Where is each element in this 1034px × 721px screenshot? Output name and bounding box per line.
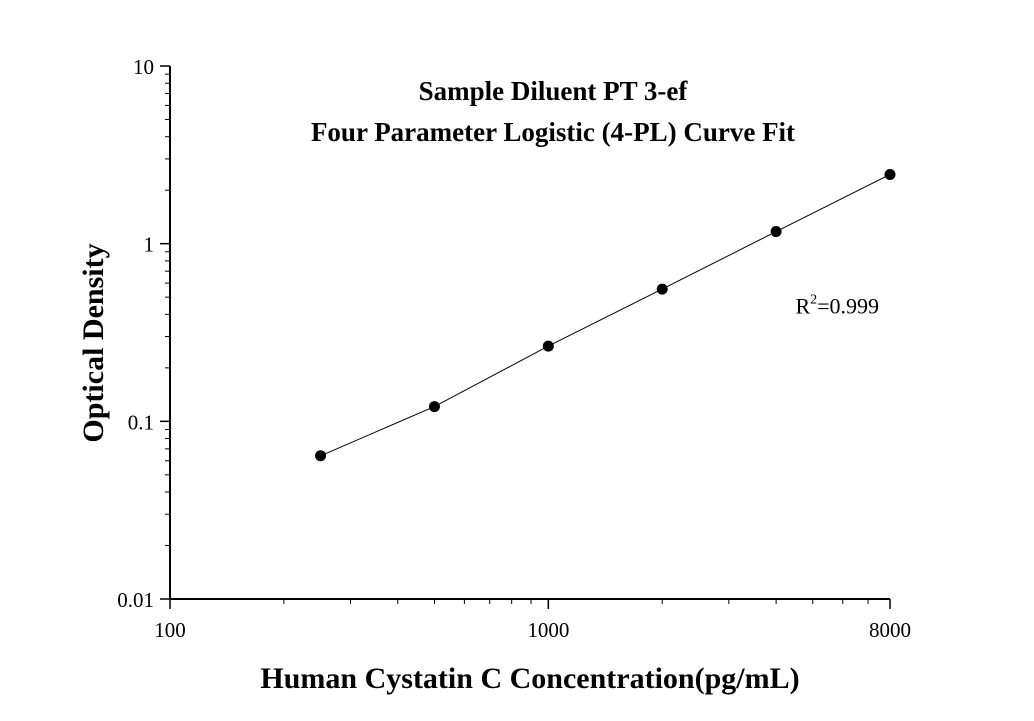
data-point [656,283,668,295]
x-axis-label: Human Cystatin C Concentration(pg/mL) [260,662,799,695]
x-tick-label: 100 [154,618,186,642]
data-point [428,401,440,413]
chart-title: Sample Diluent PT 3-ef [419,76,689,106]
data-point [315,450,327,462]
chart-subtitle: Four Parameter Logistic (4-PL) Curve Fit [311,117,795,147]
x-tick-label: 1000 [527,618,569,642]
fit-curve [320,174,891,457]
data-point [770,226,782,238]
data-point [884,169,896,181]
y-axis-label: Optical Density [77,243,110,442]
data-point [542,340,554,352]
y-tick-label: 10 [133,55,154,79]
x-tick-label: 8000 [869,618,911,642]
axes: 0.01 0.1 1 10 100 1000 8000 [117,55,911,642]
fit-line [320,174,891,457]
data-points [315,169,896,462]
y-tick-label: 0.01 [117,588,154,612]
r-squared-annotation: R2=0.999 [795,292,879,318]
y-tick-label: 1 [144,233,155,257]
y-tick-label: 0.1 [128,410,154,434]
